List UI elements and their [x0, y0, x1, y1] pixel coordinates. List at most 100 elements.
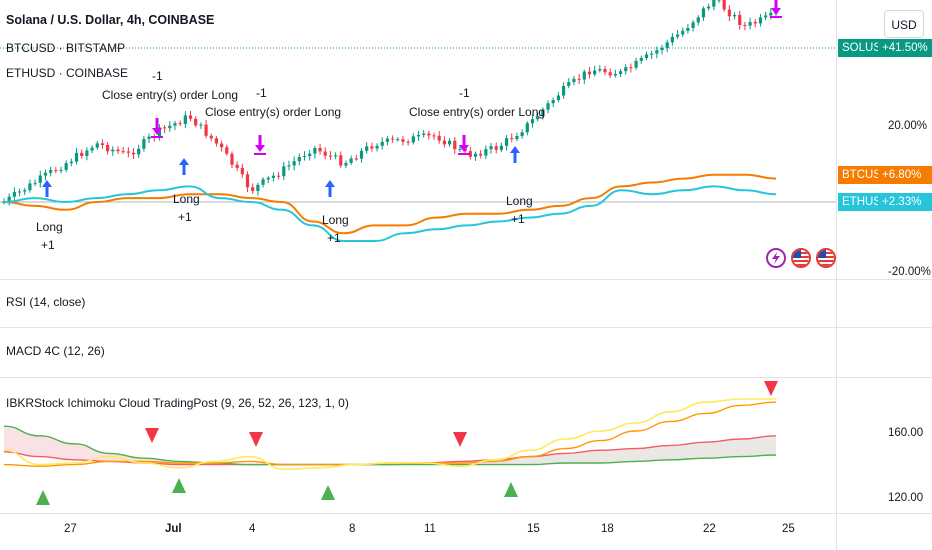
- sol-candle-body: [38, 175, 42, 183]
- sol-candle-body: [43, 172, 48, 176]
- time-axis-separator: [0, 513, 932, 514]
- sol-candle-body: [396, 139, 400, 141]
- long-entry-arrow: [510, 146, 520, 163]
- eth-value-tag: +2.33%: [878, 193, 932, 211]
- sol-candle-body: [147, 136, 151, 139]
- sol-candle-body: [328, 155, 333, 157]
- sol-candle-body: [556, 95, 560, 101]
- trade-long-label: Long: [506, 194, 533, 208]
- sol-candle-body: [655, 50, 659, 54]
- sol-candle-body: [582, 71, 586, 80]
- sol-candle-body: [359, 150, 364, 159]
- btcusd-compare-line: [3, 173, 777, 235]
- macd-pane-label[interactable]: MACD 4C (12, 26): [6, 344, 105, 358]
- sol-candle-body: [406, 141, 410, 143]
- sol-candle-body: [567, 82, 571, 86]
- x-tick-8: 8: [349, 523, 356, 535]
- sol-candle-body: [572, 78, 576, 83]
- sol-candle-body: [696, 17, 700, 23]
- sol-candle-body: [520, 132, 524, 137]
- rsi-pane-label[interactable]: RSI (14, close): [6, 295, 86, 309]
- sol-candle-body: [727, 9, 731, 17]
- sol-candle-body: [95, 143, 99, 148]
- sol-candle-body: [458, 148, 462, 150]
- sol-candle-body: [375, 145, 379, 149]
- x-tick-15: 15: [527, 523, 540, 535]
- sol-candle-body: [365, 146, 369, 151]
- sol-candle-body: [33, 182, 37, 184]
- sol-candle-body: [530, 119, 535, 124]
- sol-candle-body: [613, 73, 617, 76]
- ichimoku-cloud: [4, 426, 776, 465]
- buy-signal-triangle: [504, 482, 518, 497]
- trade-long-qty: +1: [41, 238, 55, 252]
- sol-candle-body: [758, 17, 763, 24]
- close-exit-arrow: [152, 118, 162, 135]
- trade-close-label: Close entry(s) order Long: [409, 105, 546, 119]
- sol-candle-body: [753, 21, 757, 24]
- tenkan-line: [3, 398, 776, 471]
- sol-candle-body: [385, 138, 390, 142]
- sol-candle-body: [608, 72, 612, 76]
- sol-candle-body: [137, 148, 141, 155]
- sol-candle-body: [712, 0, 716, 7]
- trade-long-qty: +1: [327, 231, 341, 245]
- x-tick-4: 4: [249, 523, 256, 535]
- x-tick-22: 22: [703, 523, 716, 535]
- sol-candle-body: [126, 151, 130, 153]
- sol-candle-body: [271, 175, 276, 178]
- y-tick-minus-20: -20.00%: [888, 266, 931, 278]
- compare-eth-label[interactable]: ETHUSD · COINBASE: [6, 66, 129, 80]
- sol-candle-body: [639, 58, 643, 61]
- sol-candle-body: [344, 162, 348, 166]
- sol-candle-body: [90, 147, 94, 151]
- sol-candle-body: [748, 21, 752, 26]
- sol-candle-body: [489, 146, 493, 150]
- long-entry-arrow: [42, 180, 52, 197]
- pane-separator[interactable]: [0, 327, 932, 328]
- sell-signal-triangle: [145, 428, 159, 443]
- sol-candle-body: [23, 190, 27, 192]
- pane-separator[interactable]: [0, 377, 932, 378]
- lightning-icon[interactable]: [766, 248, 786, 268]
- sol-candle-body: [54, 170, 58, 172]
- sol-candle-body: [686, 28, 690, 31]
- sol-candle-body: [510, 138, 514, 140]
- sol-candle-body: [670, 36, 674, 43]
- pane-separator[interactable]: [0, 279, 932, 280]
- trade-long-label: Long: [36, 220, 63, 234]
- sol-value-tag: +41.50%: [878, 39, 932, 57]
- sol-candle-body: [732, 14, 737, 17]
- us-flag-icon[interactable]: [816, 248, 836, 268]
- sol-candle-body: [277, 175, 281, 177]
- sol-candle-body: [427, 133, 431, 136]
- chart-canvas[interactable]: [0, 0, 836, 550]
- sol-candle-body: [17, 191, 22, 193]
- long-entry-arrow: [325, 180, 335, 197]
- sol-candle-body: [318, 147, 322, 152]
- buy-signal-triangle: [36, 490, 50, 505]
- sol-candle-body: [230, 153, 234, 165]
- y-tick-20: 20.00%: [888, 120, 928, 132]
- sol-candle-body: [308, 153, 312, 156]
- sol-candle-body: [675, 34, 680, 37]
- sol-candle-body: [313, 147, 317, 154]
- sol-candle-body: [644, 54, 649, 59]
- sol-candle-body: [168, 125, 172, 129]
- sol-candle-body: [266, 177, 270, 180]
- sol-candle-body: [214, 138, 219, 144]
- trade-long-qty: +1: [511, 212, 525, 226]
- sol-candle-body: [188, 115, 193, 119]
- sol-candle-body: [173, 123, 177, 126]
- ind-y-tick-160: 160.00: [888, 427, 924, 439]
- us-flag-icon[interactable]: [791, 248, 811, 268]
- sol-candle-body: [551, 100, 555, 104]
- sol-candle-body: [473, 153, 478, 157]
- long-entry-arrow: [179, 158, 189, 175]
- compare-btc-label[interactable]: BTCUSD · BITSTAMP: [6, 41, 126, 55]
- sol-candle-body: [494, 146, 498, 150]
- close-exit-arrow: [771, 0, 781, 15]
- x-tick-11: 11: [424, 523, 436, 535]
- currency-button[interactable]: USD: [884, 10, 924, 38]
- ichimoku-pane-label[interactable]: IBKRStock Ichimoku Cloud TradingPost (9,…: [6, 396, 349, 410]
